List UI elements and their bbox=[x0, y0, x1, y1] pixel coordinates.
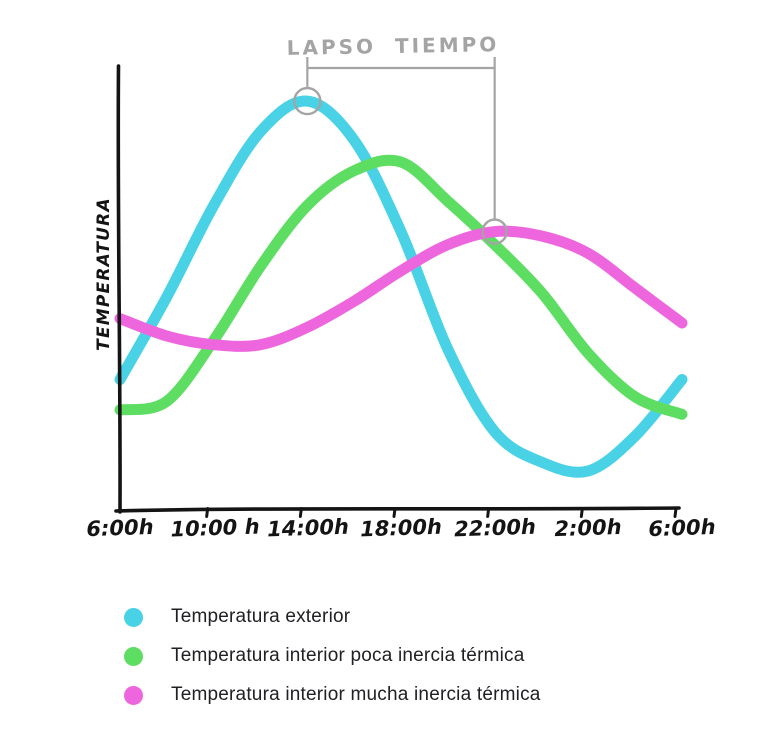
legend-dot-exterior-icon bbox=[124, 607, 143, 627]
x-tick-label-14h: 14:00h bbox=[266, 514, 350, 542]
curve-series-0 bbox=[114, 95, 688, 478]
x-axis-tick bbox=[205, 507, 210, 518]
legend: Temperatura exterior Temperatura interio… bbox=[124, 606, 541, 706]
x-tick-label-6h: 6:00h bbox=[86, 514, 154, 542]
x-tick-label-18h: 18:00h bbox=[359, 514, 443, 542]
x-axis-tick bbox=[486, 507, 491, 518]
curve-series-1 bbox=[114, 154, 688, 420]
curves-group bbox=[114, 95, 688, 478]
x-axis-tick bbox=[579, 507, 584, 518]
lapse-circle-mucha-peak bbox=[481, 218, 508, 245]
x-axis bbox=[114, 506, 681, 513]
legend-label-mucha-inercia: Temperatura interior mucha inercia térmi… bbox=[171, 684, 541, 705]
annotation-group bbox=[293, 57, 508, 245]
legend-item-exterior: Temperatura exterior bbox=[124, 606, 541, 628]
x-tick-label-10h: 10:00 h bbox=[170, 514, 260, 542]
legend-label-poca-inercia: Temperatura interior poca inercia térmic… bbox=[171, 645, 525, 666]
legend-item-poca-inercia: Temperatura interior poca inercia térmic… bbox=[124, 645, 541, 667]
x-axis-tick bbox=[673, 507, 678, 518]
legend-label-exterior: Temperatura exterior bbox=[171, 606, 351, 627]
lapse-circle-exterior-peak bbox=[293, 86, 322, 116]
lapse-annotation-label: LAPSO TIEMPO bbox=[286, 32, 500, 60]
curve-series-2 bbox=[114, 225, 688, 352]
legend-dot-poca-inercia-icon bbox=[124, 646, 143, 666]
y-axis bbox=[116, 64, 122, 514]
x-axis-tick bbox=[298, 507, 303, 518]
x-tick-label-22h: 22:00h bbox=[453, 514, 537, 542]
x-tick-label-6h-end: 6:00h bbox=[648, 514, 716, 542]
ticks-group bbox=[205, 507, 678, 518]
legend-item-mucha-inercia: Temperatura interior mucha inercia térmi… bbox=[124, 684, 541, 706]
legend-dot-mucha-inercia-icon bbox=[124, 685, 143, 705]
y-axis-title: TEMPERATURA bbox=[94, 197, 114, 351]
x-tick-label-2h: 2:00h bbox=[554, 514, 622, 542]
x-axis-tick bbox=[392, 507, 397, 518]
